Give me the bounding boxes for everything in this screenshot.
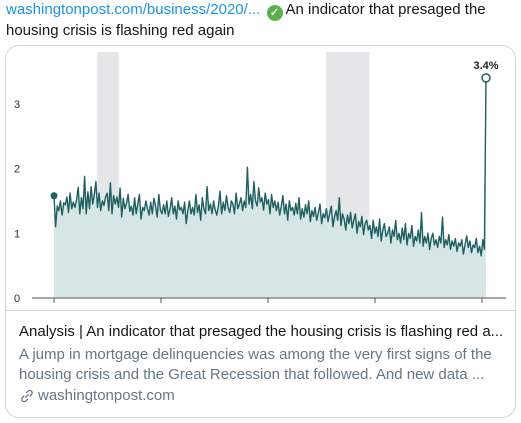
check-circle-icon: ✓ <box>266 5 283 21</box>
y-tick-label: 2 <box>14 164 20 176</box>
card-domain: washingtonpost.com <box>19 386 507 406</box>
y-tick-label: 0 <box>14 293 20 305</box>
tweet-body: An indicator that presaged the housing c… <box>6 1 486 39</box>
tweet-text: washingtonpost.com/business/2020/... ✓ An… <box>6 0 516 40</box>
card-description: A jump in mortgage delinquencies was amo… <box>19 346 492 383</box>
link-icon <box>21 389 33 403</box>
y-tick-label: 1 <box>14 228 20 240</box>
series-line <box>53 77 487 257</box>
y-tick-label: 3 <box>14 99 20 111</box>
start-point <box>50 192 58 200</box>
delinquency-chart: 0 1 2 3 3.4% <box>14 52 506 305</box>
card-image[interactable]: 0 1 2 3 3.4% <box>6 46 515 310</box>
end-point <box>481 73 491 83</box>
card-title: Analysis | An indicator that presaged th… <box>19 323 504 340</box>
end-value-label: 3.4% <box>473 60 498 72</box>
card-body: Analysis | An indicator that presaged th… <box>19 322 507 406</box>
link-card[interactable]: 0 1 2 3 3.4% Analysis | An indicator that pr… <box>5 45 516 418</box>
article-link[interactable]: washingtonpost.com/business/2020/... <box>6 1 261 18</box>
card-divider <box>6 310 515 311</box>
card-domain-text: washingtonpost.com <box>38 387 175 404</box>
area-fill <box>54 77 486 299</box>
